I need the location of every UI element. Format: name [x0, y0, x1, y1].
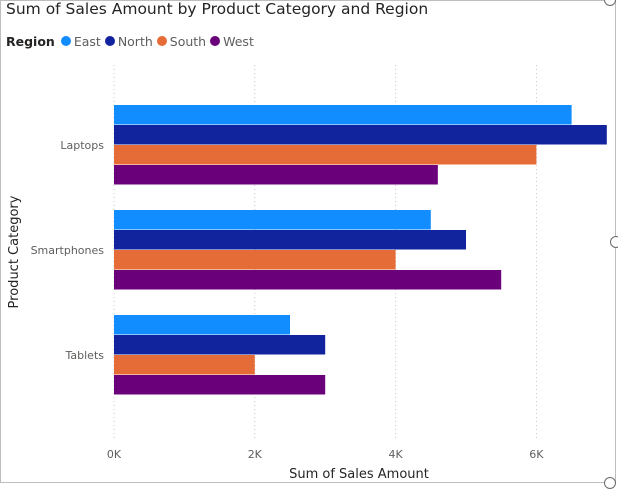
bar-smartphones-east[interactable] — [114, 210, 431, 230]
x-tick-label-4k: 4K — [388, 448, 403, 461]
category-label-smartphones: Smartphones — [31, 244, 105, 257]
x-tick-label-2k: 2K — [248, 448, 263, 461]
legend-swatch-west — [210, 36, 221, 46]
x-tick-label-6k: 6K — [529, 448, 544, 461]
x-tick-label-0k: 0K — [107, 448, 122, 461]
legend-label-south: South — [169, 33, 207, 49]
right-resize-handle[interactable] — [610, 236, 618, 248]
legend-items: East North South West — [60, 33, 258, 49]
legend-label-east: East — [73, 33, 101, 49]
legend-swatch-east — [60, 36, 71, 46]
bar-tablets-west[interactable] — [114, 375, 326, 395]
legend-item-north[interactable]: North — [104, 33, 153, 49]
legend-item-east[interactable]: East — [60, 33, 101, 49]
legend-item-south[interactable]: South — [156, 33, 207, 49]
legend-title: Region — [6, 33, 55, 49]
legend-label-north: North — [117, 33, 153, 49]
legend-item-west[interactable]: West — [210, 34, 254, 49]
bar-tablets-south[interactable] — [114, 355, 255, 375]
legend-swatch-south — [156, 36, 167, 46]
y-axis-title: Product Category — [7, 195, 22, 308]
bar-laptops-north[interactable] — [114, 125, 607, 145]
legend-label-west: West — [223, 33, 254, 49]
bar-smartphones-north[interactable] — [114, 230, 466, 250]
bar-tablets-east[interactable] — [114, 315, 290, 335]
bar-smartphones-west[interactable] — [114, 270, 502, 290]
legend-swatch-north — [104, 36, 115, 46]
category-labels: Laptops Smartphones Tablets — [31, 139, 105, 362]
bar-laptops-east[interactable] — [114, 105, 572, 125]
x-tick-labels: 0K 2K 4K 6K — [107, 448, 544, 461]
bar-laptops-west[interactable] — [114, 165, 438, 185]
category-label-tablets: Tablets — [65, 349, 105, 362]
bars — [114, 105, 607, 395]
bar-smartphones-south[interactable] — [114, 250, 396, 270]
bar-laptops-south[interactable] — [114, 145, 537, 165]
chart-title: Sum of Sales Amount by Product Category … — [6, 0, 429, 18]
x-axis-title: Sum of Sales Amount — [289, 467, 429, 482]
legend: Region East North South West — [6, 33, 258, 49]
bar-tablets-north[interactable] — [114, 335, 326, 355]
category-label-laptops: Laptops — [60, 139, 104, 152]
